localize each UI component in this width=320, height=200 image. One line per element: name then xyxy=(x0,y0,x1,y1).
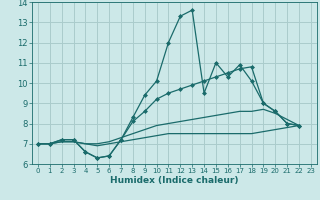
X-axis label: Humidex (Indice chaleur): Humidex (Indice chaleur) xyxy=(110,176,239,185)
